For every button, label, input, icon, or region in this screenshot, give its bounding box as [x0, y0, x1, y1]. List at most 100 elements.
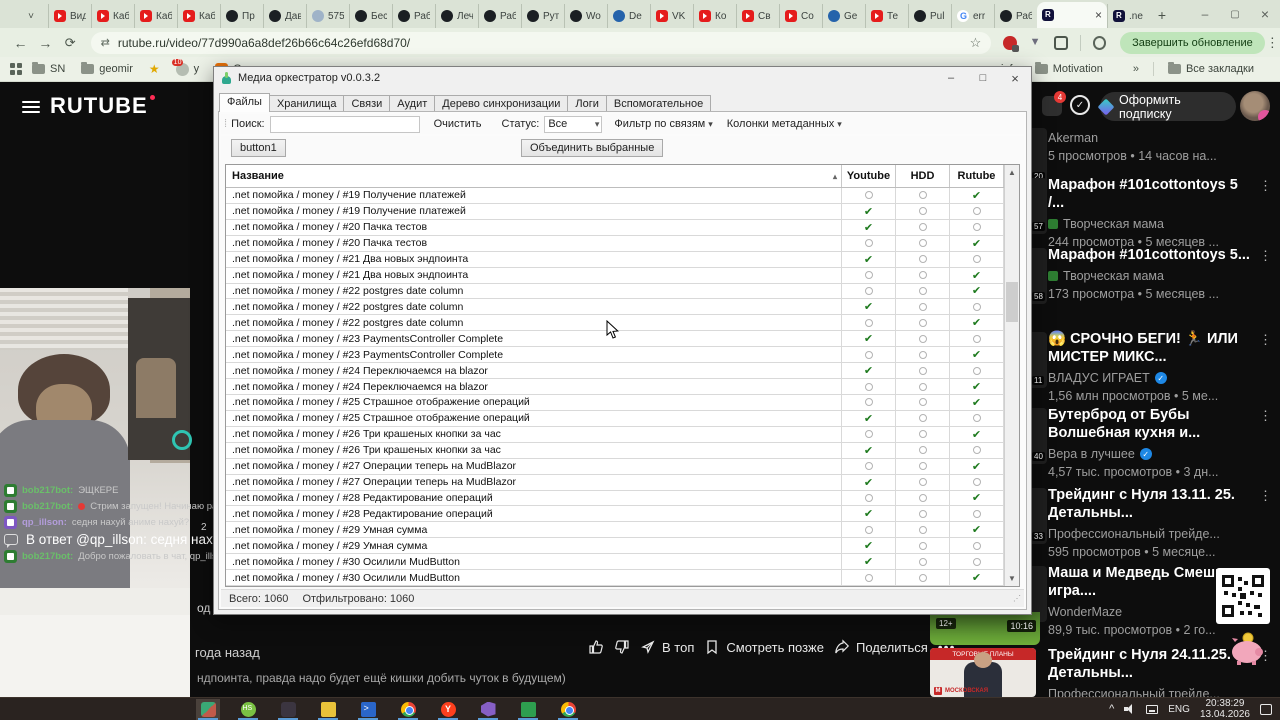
watch-later-button[interactable]: Смотреть позже: [704, 639, 824, 655]
taskbar-app-explorer[interactable]: [316, 699, 340, 720]
cell-youtube[interactable]: [842, 251, 896, 267]
browser-tab[interactable]: err: [951, 4, 994, 28]
cell-hdd[interactable]: [896, 506, 950, 522]
browser-tab[interactable]: Ко: [693, 4, 736, 28]
table-scrollbar[interactable]: [1004, 165, 1019, 586]
cell-youtube[interactable]: [842, 203, 896, 219]
extension-icon-red[interactable]: [1003, 35, 1020, 52]
merge-selected-button[interactable]: Объединить выбранные: [521, 139, 664, 157]
app-tab-связи[interactable]: Связи: [343, 95, 391, 112]
cell-hdd[interactable]: [896, 474, 950, 490]
recommendation-card[interactable]: 33 Трейдинг с Нуля 13.11. 25. Детальны...…: [1032, 486, 1272, 559]
app-tab-аудит[interactable]: Аудит: [389, 95, 436, 112]
scroll-up-icon[interactable]: [1005, 165, 1019, 180]
table-row[interactable]: .net помойка / money / #29 Умная сумма: [226, 522, 1004, 539]
taskbar-app-powershell[interactable]: [356, 699, 380, 720]
card-menu-icon[interactable]: [1259, 332, 1272, 348]
browser-tab[interactable]: Раб: [994, 4, 1037, 28]
cell-hdd[interactable]: [896, 394, 950, 410]
cell-youtube[interactable]: [842, 570, 896, 586]
cell-rutube[interactable]: [950, 474, 1004, 490]
taskbar-app-green-app[interactable]: [516, 699, 540, 720]
table-row[interactable]: .net помойка / money / #23 PaymentsContr…: [226, 347, 1004, 364]
taskbar-app-chrome-1[interactable]: [396, 699, 420, 720]
browser-tab[interactable]: Раб: [478, 4, 521, 28]
hamburger-menu-icon[interactable]: [22, 101, 40, 113]
table-row[interactable]: .net помойка / money / #30 Осилили MudBu…: [226, 570, 1004, 587]
address-bar[interactable]: rutube.ru/video/77d990a6a8def26b66c64c26…: [90, 31, 992, 54]
table-row[interactable]: .net помойка / money / #24 Переключаемся…: [226, 379, 1004, 395]
scrollbar-track[interactable]: [1005, 180, 1019, 571]
all-bookmarks-folder[interactable]: Все закладки: [1167, 62, 1254, 75]
browser-tab[interactable]: Wo: [564, 4, 607, 28]
tab-search-icon[interactable]: [18, 6, 44, 26]
browser-tab[interactable]: Те: [865, 4, 908, 28]
cell-youtube[interactable]: [842, 490, 896, 506]
shield-check-icon[interactable]: [1070, 95, 1090, 115]
browser-tab[interactable]: .ne: [1107, 4, 1150, 28]
browser-tab[interactable]: 575: [306, 4, 349, 28]
cell-rutube[interactable]: [950, 554, 1004, 570]
bookmark-item[interactable]: SN: [32, 62, 65, 75]
scrollbar-thumb[interactable]: [1006, 281, 1018, 322]
browser-tab[interactable]: Каб: [134, 4, 177, 28]
cell-hdd[interactable]: [896, 442, 950, 458]
table-row[interactable]: .net помойка / money / #25 Страшное отоб…: [226, 410, 1004, 427]
cell-youtube[interactable]: [842, 394, 896, 410]
card-menu-icon[interactable]: [1259, 408, 1272, 424]
browser-tab[interactable]: Раб: [392, 4, 435, 28]
cell-youtube[interactable]: [842, 379, 896, 394]
new-tab-button[interactable]: +: [1157, 7, 1167, 23]
table-row[interactable]: .net помойка / money / #20 Пачка тестов: [226, 235, 1004, 252]
cell-hdd[interactable]: [896, 235, 950, 251]
cell-youtube[interactable]: [842, 235, 896, 251]
cell-rutube[interactable]: [950, 538, 1004, 554]
card-menu-icon[interactable]: [1259, 178, 1272, 194]
cell-youtube[interactable]: [842, 554, 896, 570]
cell-youtube[interactable]: [842, 188, 896, 203]
cell-hdd[interactable]: [896, 458, 950, 474]
browser-tab[interactable]: Пр: [220, 4, 263, 28]
close-tab-icon[interactable]: ×: [1094, 8, 1102, 22]
cell-youtube[interactable]: [842, 458, 896, 474]
keyboard-language[interactable]: ENG: [1168, 703, 1190, 715]
browser-tab[interactable]: Каб: [91, 4, 134, 28]
app-tab-дерево синхронизации[interactable]: Дерево синхронизации: [434, 95, 569, 112]
cell-youtube[interactable]: [842, 299, 896, 315]
recommendation-card[interactable]: Маша и Медведь Смешная игра.... WonderMaz…: [1032, 564, 1272, 637]
like-icon[interactable]: [588, 639, 604, 655]
app-tab-вспомогательное[interactable]: Вспомогательное: [605, 95, 712, 112]
cell-hdd[interactable]: [896, 283, 950, 299]
table-row[interactable]: .net помойка / money / #21 Два новых энд…: [226, 267, 1004, 284]
browser-tab[interactable]: VK: [650, 4, 693, 28]
cell-hdd[interactable]: [896, 251, 950, 267]
table-row[interactable]: .net помойка / money / #28 Редактировани…: [226, 506, 1004, 523]
cell-youtube[interactable]: [842, 442, 896, 458]
tray-expand-icon[interactable]: [1109, 703, 1114, 715]
recommendation-card[interactable]: 20 Akerman 5 просмотров • 14 часов на...: [1032, 126, 1272, 184]
profile-icon[interactable]: [1092, 35, 1107, 50]
table-row[interactable]: .net помойка / money / #22 postgres date…: [226, 299, 1004, 316]
recommendation-card[interactable]: 40 Бутерброд от Бубы Волшебная кухня и...…: [1032, 406, 1272, 479]
cell-hdd[interactable]: [896, 363, 950, 379]
app-tab-файлы[interactable]: Файлы: [219, 93, 270, 112]
back-button[interactable]: [8, 30, 33, 56]
table-row[interactable]: .net помойка / money / #24 Переключаемся…: [226, 363, 1004, 380]
taskbar-app-media-orchestrator[interactable]: [196, 698, 220, 720]
cell-hdd[interactable]: [896, 219, 950, 235]
rutube-logo[interactable]: RUTUBE: [50, 93, 155, 118]
bookmarks-overflow-icon[interactable]: [1133, 63, 1139, 75]
app-maximize-button[interactable]: [967, 67, 999, 89]
browser-menu-icon[interactable]: [1265, 35, 1280, 51]
bookmark-item[interactable]: 10 y: [171, 58, 199, 76]
cell-rutube[interactable]: [950, 203, 1004, 219]
cell-youtube[interactable]: [842, 267, 896, 283]
cell-youtube[interactable]: [842, 410, 896, 426]
cell-youtube[interactable]: [842, 331, 896, 347]
cell-rutube[interactable]: [950, 522, 1004, 538]
taskbar-app-chrome-2[interactable]: [556, 699, 580, 720]
cell-rutube[interactable]: [950, 267, 1004, 283]
cell-hdd[interactable]: [896, 522, 950, 538]
cell-hdd[interactable]: [896, 188, 950, 203]
video-thumbnail-partial[interactable]: 12+ 10:16: [930, 612, 1040, 645]
